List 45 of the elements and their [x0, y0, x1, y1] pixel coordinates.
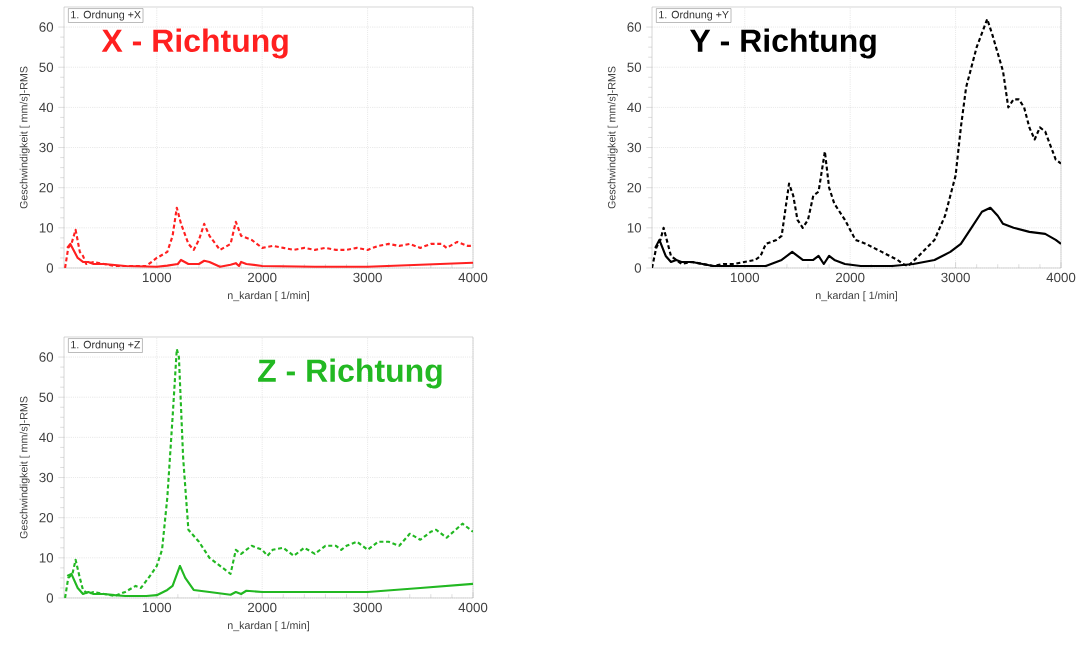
y-axis-title: Geschwindigkeit [ mm/s]-RMS [19, 396, 30, 539]
y-tick-label: 50 [39, 62, 54, 72]
text: X - Richtung [101, 28, 288, 59]
y-tick-label: 30 [39, 142, 54, 153]
y-tick-label: 60 [39, 22, 54, 32]
x-axis-title: n_kardan [ 1/min] [228, 291, 309, 302]
x-tick-label: 2000 [248, 602, 277, 613]
y-tick-label: 30 [39, 472, 54, 483]
y-tick-label: 0 [46, 593, 54, 603]
x-tick-label: 1000 [142, 272, 172, 283]
x-tick-label: 3000 [353, 272, 382, 283]
annotation: 1. Ordnung +Y [659, 10, 729, 21]
y-tick-label: 50 [39, 392, 54, 402]
y-axis-title: Geschwindigkeit [ mm/s]-RMS [607, 66, 618, 209]
text: Y - Richtung [689, 28, 876, 59]
y-tick-label: 20 [39, 512, 54, 523]
annotation: 1. Ordnung +Z [71, 340, 141, 351]
y-tick-label: 60 [39, 352, 54, 362]
y-tick-label: 0 [46, 263, 54, 273]
x-axis-title: n_kardan [ 1/min] [816, 291, 897, 302]
y-tick-label: 40 [627, 102, 642, 113]
x-tick-label: 2000 [248, 272, 277, 283]
annotation: 1. Ordnung +X [71, 10, 141, 21]
y-tick-label: 10 [39, 553, 54, 563]
x-tick-label: 4000 [458, 602, 488, 613]
text: Z - Richtung [258, 358, 442, 389]
y-tick-label: 50 [627, 62, 642, 72]
y-tick-label: 30 [627, 142, 642, 153]
x-tick-label: 3000 [941, 272, 970, 283]
y-tick-label: 20 [39, 182, 54, 193]
y-axis-title: Geschwindigkeit [ mm/s]-RMS [19, 66, 30, 209]
y-tick-label: 60 [627, 22, 642, 32]
x-tick-label: 4000 [1046, 272, 1076, 283]
y-tick-label: 10 [627, 223, 642, 233]
y-tick-label: 0 [634, 263, 642, 273]
x-tick-label: 3000 [353, 602, 382, 613]
y-tick-label: 40 [39, 432, 54, 443]
x-tick-label: 1000 [142, 602, 172, 613]
x-tick-label: 2000 [836, 272, 865, 283]
y-tick-label: 20 [627, 182, 642, 193]
y-tick-label: 40 [39, 102, 54, 113]
x-tick-label: 1000 [730, 272, 760, 283]
x-tick-label: 4000 [458, 272, 488, 283]
y-tick-label: 10 [39, 223, 54, 233]
x-axis-title: n_kardan [ 1/min] [228, 621, 309, 632]
